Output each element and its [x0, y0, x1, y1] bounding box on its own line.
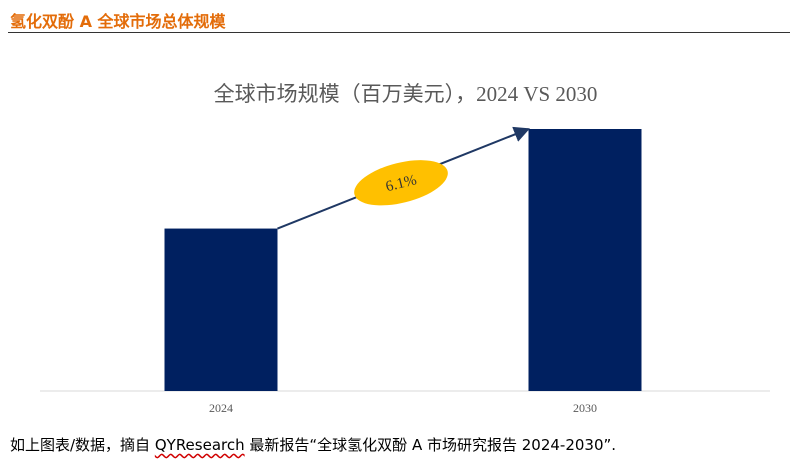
x-tick-2030: 2030: [573, 401, 597, 415]
footer-suffix: 最新报告“全球氢化双酚 A 市场研究报告 2024-2030”.: [249, 436, 617, 454]
section-header: 氢化双酚 A 全球市场总体规模: [8, 4, 790, 33]
chart-title: 全球市场规模（百万美元），2024 VS 2030: [213, 82, 598, 106]
section-title: 氢化双酚 A 全球市场总体规模: [10, 12, 226, 31]
cagr-label: 6.1%: [384, 172, 418, 195]
footer-prefix: 如上图表/数据，摘自: [10, 436, 151, 454]
market-size-chart: 2024 2030 6.1%: [40, 126, 770, 415]
bar-2030: [528, 129, 642, 391]
cagr-badge: [354, 160, 448, 206]
bar-2024: [164, 228, 278, 391]
footer-source: QYResearch: [154, 436, 245, 454]
x-tick-2024: 2024: [209, 401, 233, 415]
footer-note: 如上图表/数据，摘自 QYResearch 最新报告“全球氢化双酚 A 市场研究…: [10, 434, 616, 455]
